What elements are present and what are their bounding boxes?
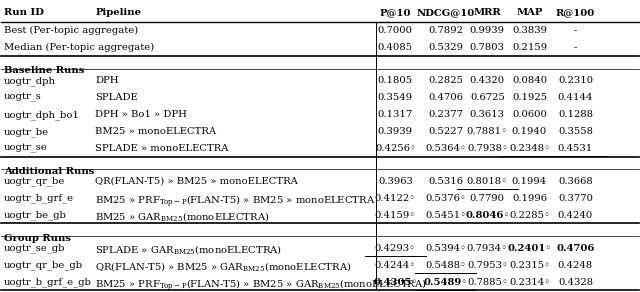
- Text: 0.7803: 0.7803: [470, 43, 505, 52]
- Text: Group Runs: Group Runs: [4, 234, 71, 243]
- Text: 0.5329: 0.5329: [428, 43, 463, 52]
- Text: uogtr_dph: uogtr_dph: [4, 76, 56, 86]
- Text: Median (Per-topic aggregate): Median (Per-topic aggregate): [4, 43, 154, 52]
- Text: Pipeline: Pipeline: [95, 8, 141, 17]
- Text: 0.2285◦: 0.2285◦: [509, 211, 550, 220]
- Text: QR(FLAN-T5) » BM25 » monoELECTRA: QR(FLAN-T5) » BM25 » monoELECTRA: [95, 177, 298, 186]
- Text: 0.5394◦: 0.5394◦: [426, 244, 467, 253]
- Text: 0.5488◦: 0.5488◦: [426, 261, 467, 270]
- Text: 0.3770: 0.3770: [558, 194, 593, 203]
- Text: QR(FLAN-T5) » BM25 » GAR$_{\mathregular{BM25}}$(monoELECTRA): QR(FLAN-T5) » BM25 » GAR$_{\mathregular{…: [95, 261, 351, 274]
- Text: 0.2401◦: 0.2401◦: [508, 244, 552, 253]
- Text: 0.5364◦: 0.5364◦: [426, 144, 467, 153]
- Text: 0.2825: 0.2825: [428, 76, 463, 85]
- Text: R@100: R@100: [556, 8, 595, 17]
- Text: MAP: MAP: [516, 8, 543, 17]
- Text: 0.9939: 0.9939: [470, 26, 505, 35]
- Text: 0.4320: 0.4320: [470, 76, 505, 85]
- Text: 0.7892: 0.7892: [428, 26, 463, 35]
- Text: BM25 » PRF$_{\mathregular{Top-P}}$(FLAN-T5) » BM25 » GAR$_{\mathregular{BM25}}$(: BM25 » PRF$_{\mathregular{Top-P}}$(FLAN-…: [95, 278, 427, 292]
- Text: 0.1288: 0.1288: [558, 110, 593, 119]
- Text: Additional Runs: Additional Runs: [4, 167, 94, 176]
- Text: 0.4244◦: 0.4244◦: [375, 261, 416, 270]
- Text: 0.4122◦: 0.4122◦: [375, 194, 416, 203]
- Text: BM25 » PRF$_{\mathregular{Top-P}}$(FLAN-T5) » BM25 » monoELECTRA: BM25 » PRF$_{\mathregular{Top-P}}$(FLAN-…: [95, 194, 376, 210]
- Text: BM25 » GAR$_{\mathregular{BM25}}$(monoELECTRA): BM25 » GAR$_{\mathregular{BM25}}$(monoEL…: [95, 211, 269, 224]
- Text: uogtr_be_gb: uogtr_be_gb: [4, 211, 67, 220]
- Text: 0.7790: 0.7790: [470, 194, 505, 203]
- Text: uogtr_be: uogtr_be: [4, 127, 49, 137]
- Text: 0.3963: 0.3963: [378, 177, 413, 186]
- Text: 0.4248: 0.4248: [558, 261, 593, 270]
- Text: 0.5489◦: 0.5489◦: [424, 278, 468, 287]
- Text: 0.3558: 0.3558: [558, 127, 593, 136]
- Text: 0.4706: 0.4706: [428, 93, 463, 102]
- Text: Best (Per-topic aggregate): Best (Per-topic aggregate): [4, 26, 138, 35]
- Text: uogtr_qr_be: uogtr_qr_be: [4, 177, 65, 187]
- Text: 0.4293◦: 0.4293◦: [375, 244, 416, 253]
- Text: 0.2159: 0.2159: [512, 43, 547, 52]
- Text: 0.5316: 0.5316: [428, 177, 463, 186]
- Text: uogtr_se_gb: uogtr_se_gb: [4, 244, 65, 253]
- Text: NDCG@10: NDCG@10: [417, 8, 475, 17]
- Text: 0.0840: 0.0840: [512, 76, 547, 85]
- Text: 0.6725: 0.6725: [470, 93, 505, 102]
- Text: 0.1994: 0.1994: [512, 177, 547, 186]
- Text: BM25 » monoELECTRA: BM25 » monoELECTRA: [95, 127, 216, 136]
- Text: DPH: DPH: [95, 76, 118, 85]
- Text: 0.7938◦: 0.7938◦: [467, 144, 508, 153]
- Text: 0.0600: 0.0600: [512, 110, 547, 119]
- Text: 0.2377: 0.2377: [428, 110, 463, 119]
- Text: MRR: MRR: [474, 8, 501, 17]
- Text: 0.1940: 0.1940: [512, 127, 547, 136]
- Text: Run ID: Run ID: [4, 8, 44, 17]
- Text: 0.2348◦: 0.2348◦: [509, 144, 550, 153]
- Text: 0.4240: 0.4240: [558, 211, 593, 220]
- Text: SPLADE » GAR$_{\mathregular{BM25}}$(monoELECTRA): SPLADE » GAR$_{\mathregular{BM25}}$(mono…: [95, 244, 282, 257]
- Text: 0.1317: 0.1317: [378, 110, 413, 119]
- Text: 0.2310: 0.2310: [558, 76, 593, 85]
- Text: 0.4256◦: 0.4256◦: [375, 144, 416, 153]
- Text: 0.3549: 0.3549: [378, 93, 413, 102]
- Text: 0.3668: 0.3668: [558, 177, 593, 186]
- Text: P@10: P@10: [380, 8, 411, 17]
- Text: 0.5451◦: 0.5451◦: [425, 211, 467, 220]
- Text: 0.7953◦: 0.7953◦: [467, 261, 508, 270]
- Text: 0.5376◦: 0.5376◦: [426, 194, 466, 203]
- Text: SPLADE: SPLADE: [95, 93, 138, 102]
- Text: 0.4085: 0.4085: [378, 43, 413, 52]
- Text: 0.7934◦: 0.7934◦: [467, 244, 508, 253]
- Text: 0.3613: 0.3613: [470, 110, 505, 119]
- Text: uogtr_b_grf_e_gb: uogtr_b_grf_e_gb: [4, 278, 92, 287]
- Text: Baseline Runs: Baseline Runs: [4, 66, 84, 75]
- Text: 0.3939: 0.3939: [378, 127, 413, 136]
- Text: 0.4144: 0.4144: [557, 93, 593, 102]
- Text: 0.1805: 0.1805: [378, 76, 413, 85]
- Text: 0.5227: 0.5227: [428, 127, 463, 136]
- Text: 0.1996: 0.1996: [512, 194, 547, 203]
- Text: 0.8018◦: 0.8018◦: [467, 177, 508, 186]
- Text: -: -: [573, 43, 577, 52]
- Text: 0.3839: 0.3839: [512, 26, 547, 35]
- Text: uogtr_b_grf_e: uogtr_b_grf_e: [4, 194, 74, 204]
- Text: 0.4159◦: 0.4159◦: [375, 211, 416, 220]
- Text: uogtr_se: uogtr_se: [4, 144, 47, 153]
- Text: uogtr_qr_be_gb: uogtr_qr_be_gb: [4, 261, 83, 270]
- Text: 0.4706: 0.4706: [556, 244, 595, 253]
- Text: 0.7885◦: 0.7885◦: [467, 278, 508, 287]
- Text: 0.4305◦: 0.4305◦: [373, 278, 417, 287]
- Text: 0.2315◦: 0.2315◦: [509, 261, 550, 270]
- Text: 0.8046◦: 0.8046◦: [465, 211, 509, 220]
- Text: DPH » Bo1 » DPH: DPH » Bo1 » DPH: [95, 110, 187, 119]
- Text: 0.7881◦: 0.7881◦: [467, 127, 508, 136]
- Text: 0.4328: 0.4328: [558, 278, 593, 287]
- Text: 0.2314◦: 0.2314◦: [509, 278, 550, 287]
- Text: 0.1925: 0.1925: [512, 93, 547, 102]
- Text: 0.4531: 0.4531: [558, 144, 593, 153]
- Text: uogtr_s: uogtr_s: [4, 93, 42, 102]
- Text: uogtr_dph_bo1: uogtr_dph_bo1: [4, 110, 80, 119]
- Text: SPLADE » monoELECTRA: SPLADE » monoELECTRA: [95, 144, 228, 153]
- Text: -: -: [573, 26, 577, 35]
- Text: 0.7000: 0.7000: [378, 26, 413, 35]
